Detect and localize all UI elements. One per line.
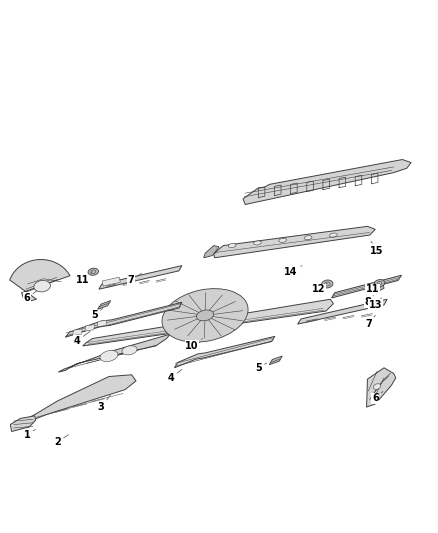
- Polygon shape: [214, 227, 375, 258]
- Polygon shape: [297, 299, 387, 324]
- Polygon shape: [371, 282, 384, 294]
- Bar: [200, 328, 214, 340]
- Text: 5: 5: [255, 363, 267, 373]
- Ellipse shape: [228, 244, 236, 247]
- Polygon shape: [65, 302, 182, 337]
- Text: 7: 7: [365, 316, 375, 329]
- Polygon shape: [28, 375, 136, 420]
- Ellipse shape: [162, 288, 248, 342]
- Text: 13: 13: [368, 298, 382, 310]
- Text: 7: 7: [127, 273, 141, 286]
- Polygon shape: [243, 159, 411, 205]
- Polygon shape: [332, 275, 402, 298]
- Text: 14: 14: [284, 265, 302, 277]
- Polygon shape: [85, 325, 95, 331]
- Ellipse shape: [279, 238, 286, 243]
- Bar: [102, 277, 120, 286]
- Polygon shape: [367, 368, 396, 407]
- Ellipse shape: [34, 280, 50, 292]
- Ellipse shape: [122, 346, 137, 355]
- Text: 6: 6: [372, 392, 383, 403]
- Text: 11: 11: [366, 283, 380, 294]
- Polygon shape: [204, 246, 219, 258]
- Text: 12: 12: [312, 283, 327, 294]
- Text: 4: 4: [74, 332, 90, 346]
- Ellipse shape: [196, 310, 214, 321]
- Text: 6: 6: [24, 291, 37, 303]
- Text: 11: 11: [76, 272, 92, 286]
- Polygon shape: [99, 265, 182, 289]
- Text: 15: 15: [370, 241, 384, 256]
- Polygon shape: [195, 324, 228, 344]
- Ellipse shape: [100, 351, 118, 361]
- Text: 5: 5: [91, 309, 102, 320]
- Text: 4: 4: [168, 369, 182, 383]
- Ellipse shape: [377, 281, 382, 285]
- Text: 2: 2: [54, 435, 68, 447]
- Ellipse shape: [254, 241, 261, 245]
- Text: 10: 10: [185, 338, 202, 351]
- Polygon shape: [11, 416, 35, 432]
- Ellipse shape: [321, 280, 333, 288]
- Polygon shape: [98, 301, 111, 309]
- Polygon shape: [73, 329, 82, 335]
- Ellipse shape: [325, 282, 330, 286]
- Polygon shape: [83, 299, 333, 346]
- Ellipse shape: [88, 268, 99, 275]
- Polygon shape: [10, 260, 70, 302]
- Polygon shape: [58, 334, 170, 372]
- Text: 8: 8: [364, 296, 374, 308]
- Ellipse shape: [374, 279, 385, 287]
- Ellipse shape: [373, 384, 381, 390]
- Ellipse shape: [91, 270, 95, 273]
- Ellipse shape: [304, 236, 312, 240]
- Text: 1: 1: [24, 430, 35, 440]
- Polygon shape: [97, 320, 107, 327]
- Polygon shape: [269, 356, 283, 365]
- Text: 3: 3: [98, 395, 110, 412]
- Ellipse shape: [329, 233, 337, 237]
- Polygon shape: [174, 336, 275, 368]
